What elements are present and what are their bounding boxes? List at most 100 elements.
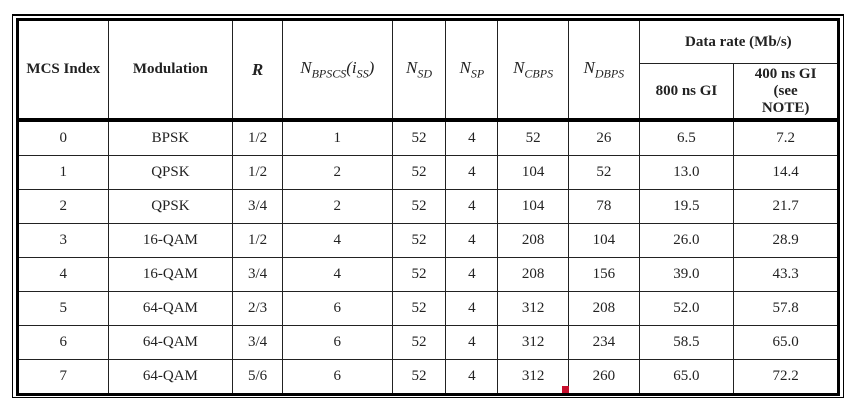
cell-r: 1/2: [232, 223, 283, 258]
cell-nsp: 4: [445, 155, 499, 190]
cell-mcs-index: 0: [17, 119, 109, 156]
cell-rate-800ns: 39.0: [638, 257, 735, 292]
cell-rate-800ns: 26.0: [638, 223, 735, 258]
cell-ncbps: 52: [497, 119, 569, 156]
header-nsd: NSD: [391, 19, 447, 122]
table-row: 0 BPSK 1/2 1 52 4 52 26 6.5 7.2: [17, 119, 839, 156]
cell-rate-800ns: 19.5: [638, 189, 735, 224]
cell-ndbps: 234: [567, 325, 640, 360]
cell-nbpscs: 6: [281, 359, 393, 395]
cell-modulation: 16-QAM: [107, 257, 234, 292]
cell-mcs-index: 2: [17, 189, 109, 224]
cell-mcs-index: 4: [17, 257, 109, 292]
cell-nsp: 4: [445, 257, 499, 292]
cell-nsp: 4: [445, 291, 499, 326]
cell-nsp: 4: [445, 223, 499, 258]
cell-rate-800ns: 13.0: [638, 155, 735, 190]
header-ncbps: NCBPS: [497, 19, 569, 122]
page-frame: [12, 14, 844, 398]
cell-r: 3/4: [232, 257, 283, 292]
cell-rate-800ns: 52.0: [638, 291, 735, 326]
cell-r: 1/2: [232, 155, 283, 190]
cell-ncbps: 208: [497, 257, 569, 292]
cell-modulation: 16-QAM: [107, 223, 234, 258]
cell-ndbps: 156: [567, 257, 640, 292]
cell-mcs-index: 1: [17, 155, 109, 190]
cell-ndbps: 52: [567, 155, 640, 190]
header-400ns-gi: 400 ns GI (see NOTE): [733, 63, 839, 122]
cell-modulation: BPSK: [107, 119, 234, 156]
cell-nsp: 4: [445, 359, 499, 395]
cell-ncbps: 104: [497, 189, 569, 224]
cell-ncbps: 312: [497, 291, 569, 326]
cell-rate-400ns: 43.3: [733, 257, 839, 292]
cell-ndbps: 78: [567, 189, 640, 224]
cell-nbpscs: 6: [281, 291, 393, 326]
header-data-rate: Data rate (Mb/s): [638, 19, 840, 64]
cell-nsd: 52: [391, 359, 447, 395]
table-row: 7 64-QAM 5/6 6 52 4 312 260 65.0 72.2: [17, 359, 839, 395]
selection-marker: [562, 386, 569, 393]
cell-nsd: 52: [391, 189, 447, 224]
cell-ndbps: 26: [567, 119, 640, 156]
cell-nbpscs: 6: [281, 325, 393, 360]
header-800ns-gi: 800 ns GI: [638, 63, 735, 122]
cell-modulation: 64-QAM: [107, 325, 234, 360]
table-row: 1 QPSK 1/2 2 52 4 104 52 13.0 14.4: [17, 155, 839, 190]
cell-ncbps: 104: [497, 155, 569, 190]
table-row: 6 64-QAM 3/4 6 52 4 312 234 58.5 65.0: [17, 325, 839, 360]
cell-rate-400ns: 7.2: [733, 119, 839, 156]
cell-r: 3/4: [232, 189, 283, 224]
cell-ncbps: 208: [497, 223, 569, 258]
cell-ndbps: 260: [567, 359, 640, 395]
cell-rate-800ns: 65.0: [638, 359, 735, 395]
header-r: R: [232, 19, 283, 122]
table-row: 2 QPSK 3/4 2 52 4 104 78 19.5 21.7: [17, 189, 839, 224]
cell-rate-400ns: 72.2: [733, 359, 839, 395]
table-row: 4 16-QAM 3/4 4 52 4 208 156 39.0 43.3: [17, 257, 839, 292]
cell-mcs-index: 6: [17, 325, 109, 360]
cell-nbpscs: 1: [281, 119, 393, 156]
cell-rate-400ns: 57.8: [733, 291, 839, 326]
cell-rate-800ns: 58.5: [638, 325, 735, 360]
cell-nsd: 52: [391, 257, 447, 292]
cell-modulation: 64-QAM: [107, 359, 234, 395]
cell-nbpscs: 4: [281, 257, 393, 292]
cell-r: 1/2: [232, 119, 283, 156]
cell-ndbps: 104: [567, 223, 640, 258]
cell-modulation: QPSK: [107, 189, 234, 224]
cell-nsd: 52: [391, 291, 447, 326]
table-row: 5 64-QAM 2/3 6 52 4 312 208 52.0 57.8: [17, 291, 839, 326]
mcs-table: MCS Index Modulation R NBPSCS(iSS) NSD N…: [16, 18, 840, 396]
cell-nsp: 4: [445, 325, 499, 360]
cell-nbpscs: 2: [281, 155, 393, 190]
header-nbpscs: NBPSCS(iSS): [281, 19, 393, 122]
cell-mcs-index: 5: [17, 291, 109, 326]
cell-modulation: QPSK: [107, 155, 234, 190]
cell-mcs-index: 7: [17, 359, 109, 395]
cell-rate-400ns: 65.0: [733, 325, 839, 360]
header-ndbps: NDBPS: [567, 19, 640, 122]
cell-rate-400ns: 28.9: [733, 223, 839, 258]
cell-nsd: 52: [391, 119, 447, 156]
cell-nbpscs: 2: [281, 189, 393, 224]
header-nsp: NSP: [445, 19, 499, 122]
cell-nsd: 52: [391, 223, 447, 258]
cell-nbpscs: 4: [281, 223, 393, 258]
cell-modulation: 64-QAM: [107, 291, 234, 326]
cell-nsp: 4: [445, 189, 499, 224]
cell-ncbps: 312: [497, 325, 569, 360]
cell-rate-400ns: 21.7: [733, 189, 839, 224]
cell-ncbps: 312: [497, 359, 569, 395]
table-row: 3 16-QAM 1/2 4 52 4 208 104 26.0 28.9: [17, 223, 839, 258]
cell-r: 5/6: [232, 359, 283, 395]
header-mcs-index: MCS Index: [17, 19, 109, 122]
header-modulation: Modulation: [107, 19, 234, 122]
cell-rate-800ns: 6.5: [638, 119, 735, 156]
cell-nsd: 52: [391, 155, 447, 190]
cell-r: 3/4: [232, 325, 283, 360]
cell-rate-400ns: 14.4: [733, 155, 839, 190]
cell-r: 2/3: [232, 291, 283, 326]
cell-mcs-index: 3: [17, 223, 109, 258]
cell-nsp: 4: [445, 119, 499, 156]
